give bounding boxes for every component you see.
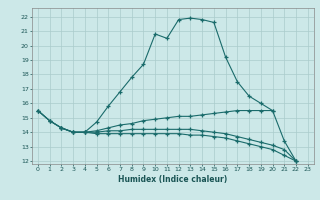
X-axis label: Humidex (Indice chaleur): Humidex (Indice chaleur) (118, 175, 228, 184)
